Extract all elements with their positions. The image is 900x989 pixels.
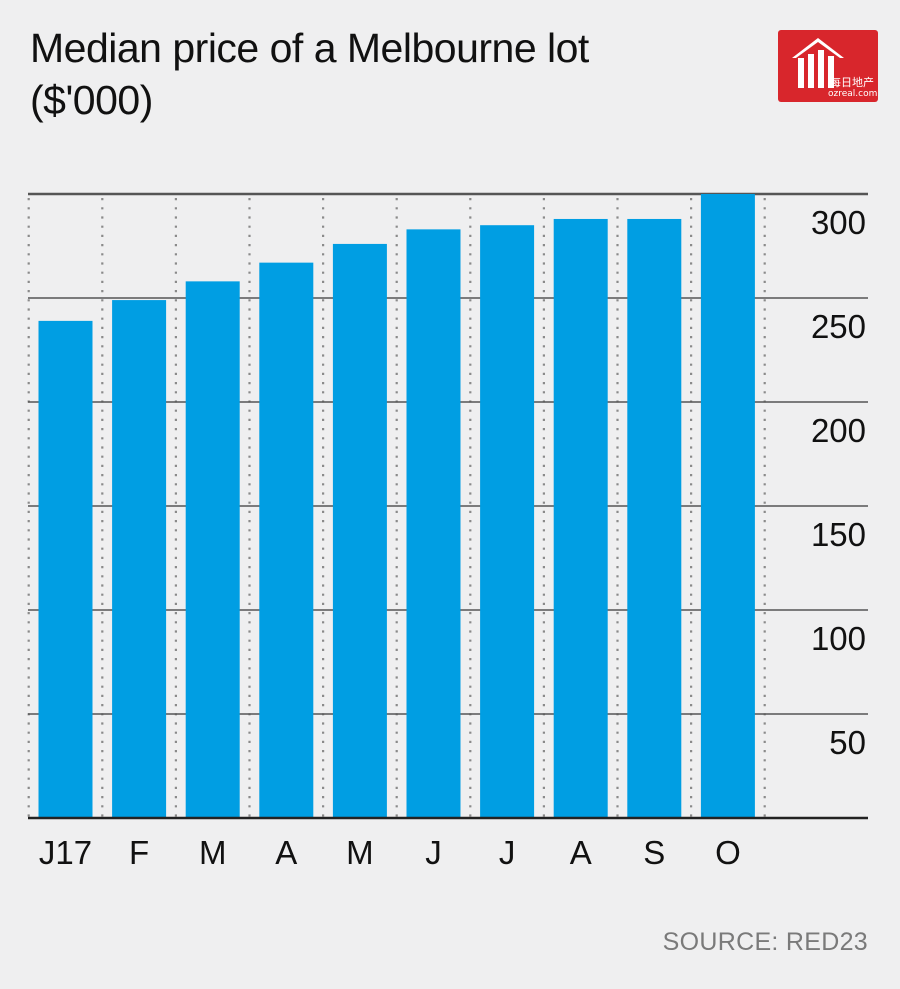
x-tick-label: S <box>643 834 665 871</box>
y-tick-label: 150 <box>811 516 866 553</box>
bar <box>406 229 461 819</box>
bar <box>480 225 535 818</box>
x-tick-label: A <box>275 834 297 871</box>
bar <box>700 194 755 818</box>
y-tick-label: 100 <box>811 620 866 657</box>
x-tick-label: M <box>199 834 227 871</box>
chart-title: Median price of a Melbourne lot ($'000) <box>30 22 589 126</box>
x-tick-label: J <box>425 834 442 871</box>
y-tick-label: 200 <box>811 412 866 449</box>
title-line-2: ($'000) <box>30 77 153 123</box>
bar <box>38 320 93 818</box>
bar <box>185 281 240 818</box>
x-tick-label: A <box>570 834 592 871</box>
bar <box>112 300 167 819</box>
bar <box>627 218 682 818</box>
bar <box>332 243 387 819</box>
bar <box>259 262 314 818</box>
x-tick-label: F <box>129 834 149 871</box>
y-tick-label: 250 <box>811 308 866 345</box>
source-note: SOURCE: RED23 <box>662 928 868 956</box>
title-line-1: Median price of a Melbourne lot <box>30 25 589 71</box>
x-tick-label: M <box>346 834 374 871</box>
house-logo-icon: 每日地产 ozreal.com <box>778 30 878 102</box>
x-tick-label: J <box>499 834 516 871</box>
logo-cn-text: 每日地产 <box>830 75 874 89</box>
y-tick-label: 50 <box>829 724 866 761</box>
y-tick-label: 300 <box>811 204 866 241</box>
bar <box>553 218 608 818</box>
logo-url-text: ozreal.com <box>828 89 877 99</box>
x-tick-label: O <box>715 834 741 871</box>
x-tick-label: J17 <box>39 834 92 871</box>
